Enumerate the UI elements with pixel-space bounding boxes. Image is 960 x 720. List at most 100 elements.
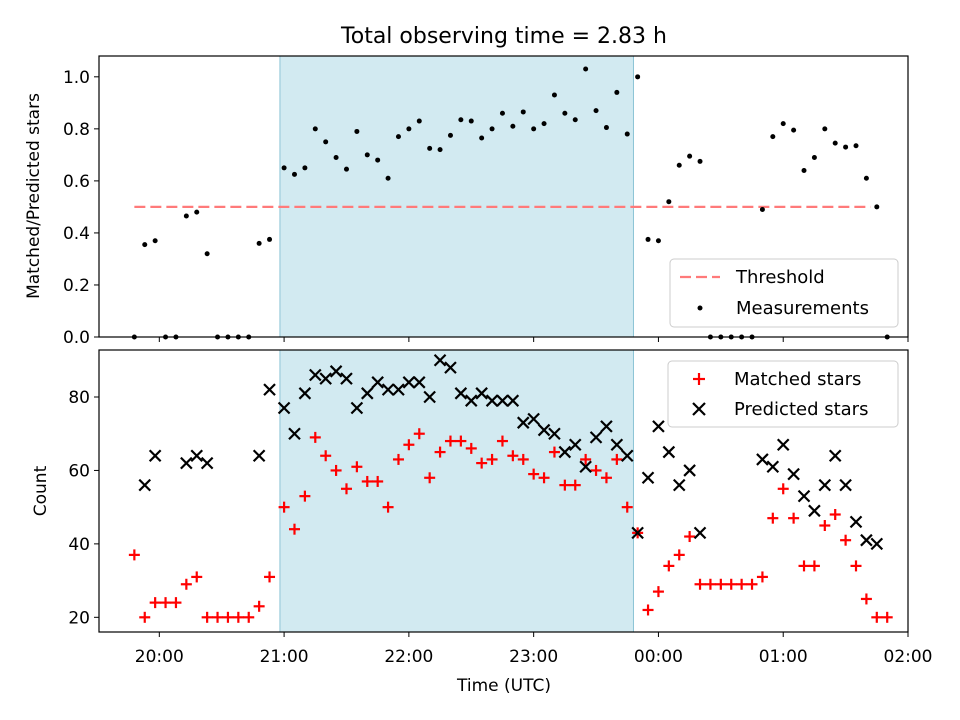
bottom-axes-frame bbox=[98, 349, 909, 633]
top-x-ticks bbox=[158, 337, 909, 342]
predicted-star-point bbox=[548, 427, 561, 440]
predicted-star-point bbox=[277, 401, 291, 415]
matched-star-point bbox=[881, 611, 893, 623]
legend-predicted-swatch bbox=[692, 402, 706, 416]
predicted-star-point bbox=[263, 383, 276, 396]
measurement-point bbox=[811, 154, 817, 160]
measurement-point bbox=[333, 154, 339, 160]
matched-star-point bbox=[600, 472, 612, 484]
matched-star-point bbox=[476, 457, 488, 469]
matched-star-point bbox=[569, 479, 581, 491]
predicted-star-point bbox=[610, 438, 624, 452]
y-tick-label: 20 bbox=[68, 608, 90, 628]
legend-measurements-label: Measurements bbox=[736, 298, 869, 319]
y-tick-label: 60 bbox=[68, 461, 90, 481]
matched-star-point bbox=[486, 453, 498, 465]
measurement-point bbox=[676, 162, 682, 168]
predicted-star-point bbox=[683, 464, 696, 477]
predicted-star-point bbox=[693, 526, 707, 540]
predicted-star-point bbox=[870, 537, 884, 551]
measurement-point bbox=[801, 167, 807, 173]
predicted-star-point bbox=[433, 354, 447, 367]
measurement-point bbox=[853, 143, 859, 149]
observing-window-shade bbox=[279, 349, 634, 633]
matched-star-point bbox=[517, 453, 529, 465]
legend-matched-label: Matched stars bbox=[734, 369, 861, 390]
matched-star-point bbox=[736, 578, 748, 590]
measurement-point bbox=[822, 126, 828, 132]
measurement-point bbox=[770, 134, 776, 140]
measurement-point bbox=[863, 175, 869, 181]
legend-matched-swatch bbox=[693, 373, 705, 385]
predicted-star-point bbox=[537, 423, 551, 437]
matched-star-point bbox=[715, 578, 727, 590]
measurement-point bbox=[791, 127, 797, 133]
top-axes-frame bbox=[98, 55, 909, 338]
matched-star-point bbox=[756, 571, 768, 583]
matched-star-point bbox=[725, 578, 737, 590]
predicted-star-point bbox=[766, 460, 780, 474]
predicted-star-point bbox=[180, 456, 193, 470]
matched-star-point bbox=[382, 501, 394, 513]
measurement-point bbox=[520, 109, 526, 115]
matched-star-point bbox=[559, 479, 571, 491]
matched-star-point bbox=[212, 611, 224, 623]
predicted-star-point bbox=[350, 401, 364, 415]
bottom-x-ticks: 20:00 21:00 22:00 23:00 00:00 01:00 02:00 bbox=[135, 632, 933, 667]
predicted-star-point bbox=[641, 471, 655, 485]
x-axis-label: Time (UTC) bbox=[456, 676, 551, 696]
x-tick-label: 20:00 bbox=[135, 647, 184, 667]
matched-star-point bbox=[798, 560, 810, 572]
matched-star-point bbox=[170, 597, 182, 609]
measurement-point bbox=[697, 158, 703, 164]
predicted-star-point bbox=[392, 383, 405, 396]
predicted-star-point bbox=[631, 526, 644, 540]
y-tick-label: 40 bbox=[68, 535, 90, 555]
predicted-star-point bbox=[138, 478, 152, 492]
predicted-star-point bbox=[329, 365, 343, 378]
predicted-star-point bbox=[412, 376, 426, 389]
predicted-star-point bbox=[381, 383, 395, 396]
matched-star-point bbox=[222, 611, 234, 623]
measurement-point bbox=[302, 165, 308, 171]
matched-star-point bbox=[139, 611, 151, 623]
predicted-star-point bbox=[506, 394, 520, 407]
predicted-star-point bbox=[464, 394, 478, 407]
measurement-point bbox=[256, 240, 262, 246]
matched-star-point bbox=[673, 549, 685, 561]
matched-star-point bbox=[777, 483, 789, 495]
predicted-star-point bbox=[828, 449, 842, 463]
matched-star-point bbox=[767, 512, 779, 524]
matched-star-point bbox=[232, 611, 244, 623]
matched-star-point bbox=[361, 475, 373, 487]
x-tick-label: 00:00 bbox=[634, 647, 683, 667]
predicted-star-point bbox=[190, 449, 204, 463]
x-tick-label: 01:00 bbox=[759, 647, 808, 667]
measurement-point bbox=[843, 144, 849, 150]
x-tick-label: 02:00 bbox=[884, 647, 933, 667]
top-y-ticks: 0.0 0.2 0.4 0.6 0.8 1.0 bbox=[63, 68, 99, 348]
matched-star-point bbox=[850, 560, 862, 572]
measurement-point bbox=[343, 166, 349, 172]
measurement-point bbox=[780, 121, 786, 127]
predicted-star-point bbox=[423, 390, 436, 404]
x-tick-label: 21:00 bbox=[260, 647, 309, 667]
legend-predicted-label: Predicted stars bbox=[734, 399, 868, 420]
measurement-point bbox=[832, 140, 838, 146]
measurement-point bbox=[687, 153, 693, 159]
measurement-point bbox=[624, 131, 630, 137]
matched-star-point bbox=[538, 472, 550, 484]
matched-star-point bbox=[253, 600, 265, 612]
measurement-point bbox=[385, 175, 391, 181]
predicted-star-point bbox=[787, 467, 800, 481]
predicted-star-point bbox=[319, 372, 332, 385]
measurement-point bbox=[447, 132, 453, 138]
matched-star-point bbox=[180, 578, 192, 590]
measurement-point bbox=[603, 125, 609, 131]
measurement-point bbox=[562, 110, 568, 116]
predicted-star-point bbox=[475, 387, 488, 400]
predicted-star-point bbox=[309, 368, 322, 382]
measurement-point bbox=[655, 238, 661, 244]
